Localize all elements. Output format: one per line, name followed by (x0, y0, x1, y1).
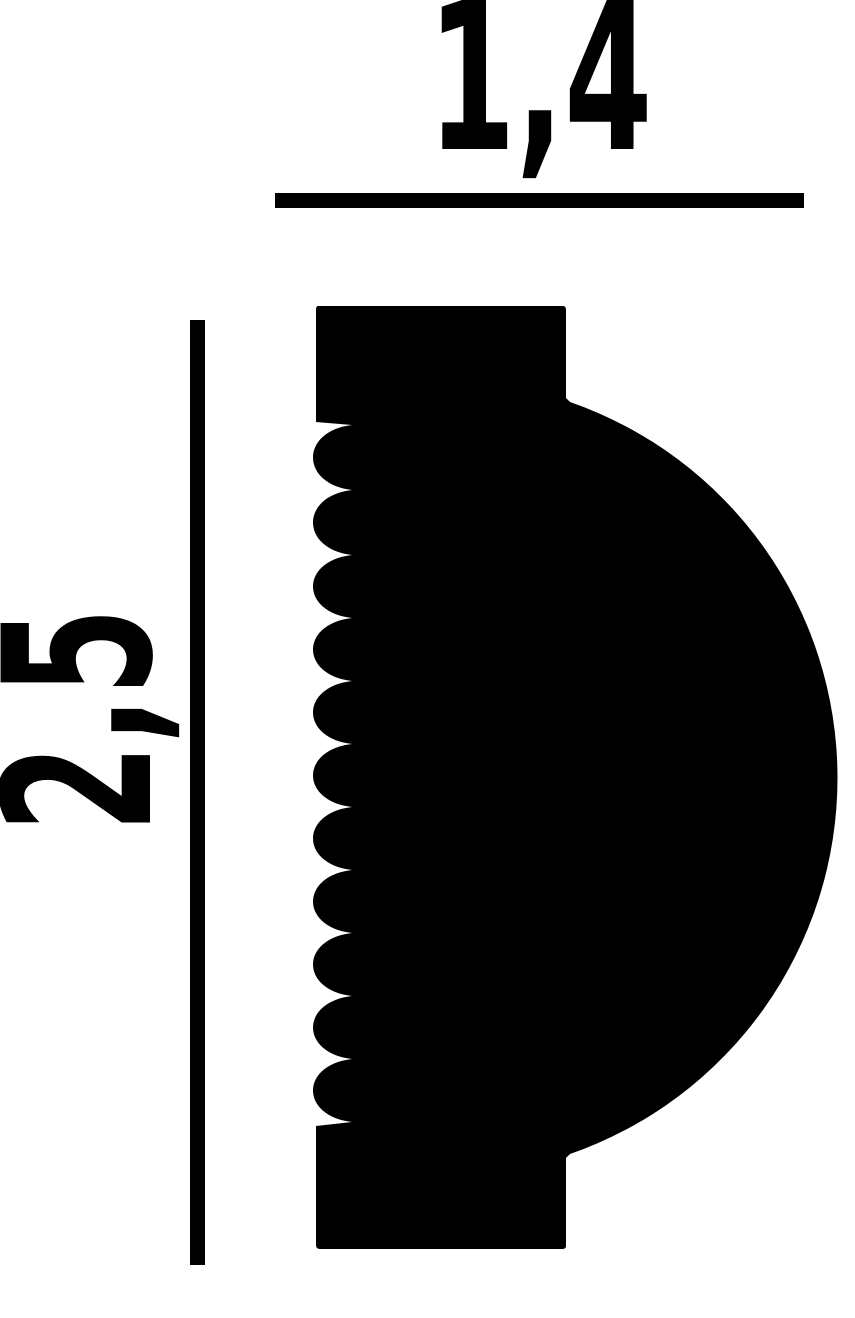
width-dimension-label: 1,4 (427, 0, 652, 198)
height-dimension-line (190, 320, 205, 1265)
width-dimension-line (275, 193, 804, 208)
molding-profile-shape (313, 306, 838, 1249)
height-dimension-label: 2,5 (0, 607, 199, 832)
